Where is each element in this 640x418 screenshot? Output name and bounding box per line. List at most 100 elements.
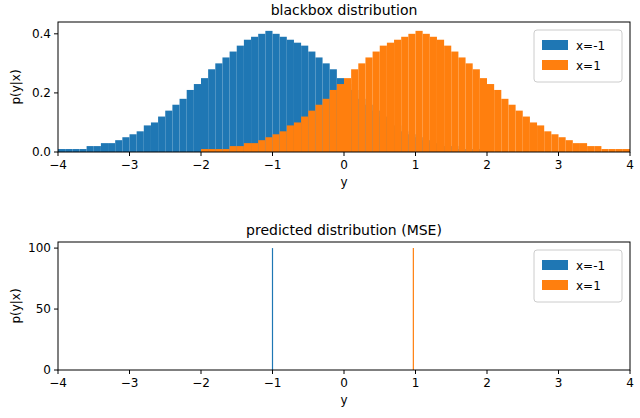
y-axis-label: p(y|x) [9, 69, 23, 104]
hist-bar [594, 146, 601, 152]
hist-bar [215, 63, 222, 152]
y-tick [54, 152, 58, 153]
hist-bar [108, 143, 115, 152]
hist-bar [559, 137, 566, 152]
hist-bar [387, 43, 394, 152]
x-tick [415, 152, 416, 156]
hist-bar [551, 134, 558, 152]
hist-bar [337, 78, 344, 152]
chart-title: predicted distribution (MSE) [246, 222, 442, 238]
hist-bar [273, 134, 280, 152]
hist-bar [101, 143, 108, 152]
hist-bar [416, 31, 423, 152]
hist-bar [144, 125, 151, 152]
hist-bar [508, 105, 515, 152]
hist-bar [165, 111, 172, 152]
hist-bar [265, 31, 272, 152]
x-tick-label: 0 [340, 158, 348, 172]
hist-bar [473, 69, 480, 152]
x-tick [344, 152, 345, 156]
hist-bar [458, 57, 465, 152]
x-tick-label: 0 [340, 376, 348, 390]
hist-bar [180, 99, 187, 152]
hist-bar [487, 84, 494, 152]
hist-bar [365, 57, 372, 152]
hist-bar [237, 146, 244, 152]
hist-bar [523, 117, 530, 152]
hist-bar [537, 125, 544, 152]
hist-bar [330, 90, 337, 152]
hist-bar [172, 105, 179, 152]
x-tick [58, 370, 59, 374]
hist-bar [280, 37, 287, 152]
hist-bar [137, 131, 144, 152]
legend: x=-1 x=1 [534, 250, 622, 302]
hist-bar [358, 63, 365, 152]
y-tick-label: 50 [36, 302, 51, 316]
hist-bar [230, 52, 237, 152]
y-tick-label: 0 [43, 363, 51, 377]
hist-bar [373, 52, 380, 152]
x-tick [201, 370, 202, 374]
x-tick-label: −2 [192, 158, 210, 172]
legend-label: x=1 [576, 59, 601, 73]
x-tick-label: 3 [555, 158, 563, 172]
chart: −4−3−2−1012340.00.20.4blackbox distribut… [9, 2, 634, 189]
x-tick [129, 152, 130, 156]
hist-bar [408, 34, 415, 152]
axes-frame [58, 22, 630, 152]
x-tick [129, 370, 130, 374]
chart-title: blackbox distribution [271, 2, 418, 18]
legend-label: x=1 [576, 279, 601, 293]
legend-box [534, 250, 622, 302]
x-tick-label: 4 [626, 158, 634, 172]
hist-bar [451, 52, 458, 152]
x-axis-label: y [340, 393, 347, 407]
hist-bar [294, 43, 301, 152]
hist-bar [430, 37, 437, 152]
x-tick-label: −3 [121, 376, 139, 390]
x-tick [487, 370, 488, 374]
hist-bar [94, 146, 101, 152]
y-tick-label: 100 [28, 241, 51, 255]
hist-bar [222, 57, 229, 152]
hist-bar [337, 84, 344, 152]
hist-bar [158, 117, 165, 152]
plot-area [273, 248, 414, 370]
x-tick [558, 370, 559, 374]
hist-bar [251, 143, 258, 152]
x-tick-label: 1 [412, 158, 420, 172]
hist-bar [444, 46, 451, 152]
y-tick [54, 248, 58, 249]
x-tick [201, 152, 202, 156]
hist-bar [201, 78, 208, 152]
x-tick-label: −1 [264, 158, 282, 172]
legend: x=-1x=1 [534, 30, 622, 82]
x-tick-label: −4 [49, 158, 67, 172]
hist-bar [401, 37, 408, 152]
hist-bar [380, 46, 387, 152]
y-tick-label: 0.4 [32, 27, 51, 41]
hist-bar [258, 140, 265, 152]
legend-swatch [542, 40, 568, 50]
legend-swatch [542, 60, 568, 70]
hist-bar [280, 131, 287, 152]
hist-bar [187, 90, 194, 152]
hist-bar [501, 99, 508, 152]
x-tick [58, 152, 59, 156]
hist-bar [587, 146, 594, 152]
hist-bar [208, 69, 215, 152]
x-tick-label: −3 [121, 158, 139, 172]
spike [413, 248, 414, 370]
hist-bar [323, 63, 330, 152]
hist-bar [122, 137, 129, 152]
hist-bar [423, 34, 430, 152]
hist-bar [130, 134, 137, 152]
hist-bar [330, 69, 337, 152]
legend-swatch [542, 280, 568, 290]
x-tick-label: 3 [555, 376, 563, 390]
hist-bar [530, 122, 537, 152]
x-tick-label: 4 [626, 376, 634, 390]
legend-label: x=-1 [576, 259, 605, 273]
y-axis-label: p(y|x) [9, 288, 23, 323]
